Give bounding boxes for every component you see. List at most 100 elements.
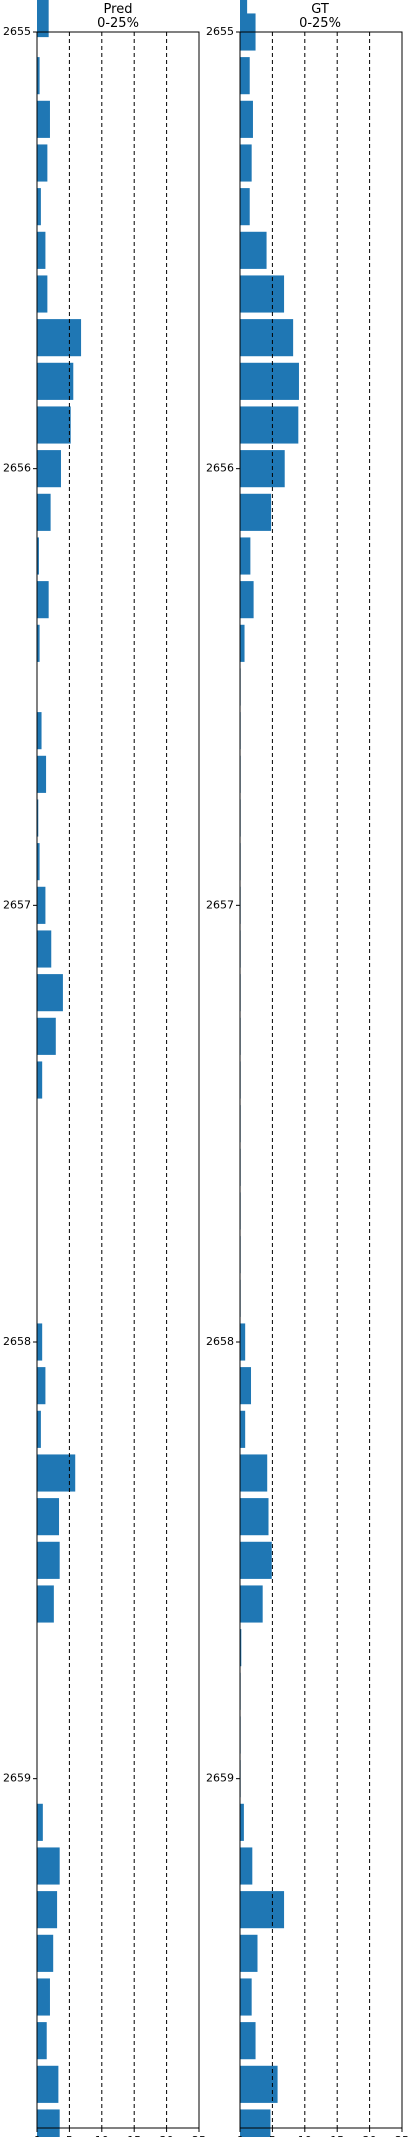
gt-xtick-label: 0 bbox=[237, 2134, 244, 2137]
gt-bar bbox=[240, 493, 272, 531]
gt-bar bbox=[240, 0, 248, 38]
pred-bar bbox=[37, 57, 40, 95]
gt-bar bbox=[240, 1629, 242, 1667]
gt-bar bbox=[240, 1803, 244, 1841]
gt-bar bbox=[240, 1454, 268, 1492]
pred-bar bbox=[37, 1061, 43, 1099]
gt-bar bbox=[240, 1541, 272, 1579]
gt-ytick-label: 2655 bbox=[206, 25, 234, 38]
pred-bar bbox=[37, 843, 40, 881]
pred-ytick-label: 2659 bbox=[3, 1772, 31, 1785]
gt-bar bbox=[240, 1847, 253, 1885]
pred-bar bbox=[37, 231, 46, 269]
gt-bar bbox=[240, 100, 253, 138]
pred-bar bbox=[37, 2065, 59, 2103]
pred-bar bbox=[37, 537, 39, 575]
gt-bar bbox=[240, 1323, 246, 1361]
pred-bar bbox=[37, 0, 49, 38]
gt-bar bbox=[240, 2022, 256, 2060]
gt-bar bbox=[240, 406, 299, 444]
gt-bar bbox=[240, 1585, 263, 1623]
pred-bar bbox=[37, 1017, 56, 1055]
gt-bar bbox=[240, 188, 250, 226]
pred-ytick-label: 2658 bbox=[3, 1335, 31, 1348]
gt-xtick-label: 25 bbox=[395, 2134, 409, 2137]
pred-bar bbox=[37, 1454, 76, 1492]
gt-bar bbox=[240, 1367, 252, 1405]
pred-panel: Pred 0-25% 0 5 10 15 20 25 2655 2656 2657 2658 265… bbox=[3, 0, 206, 2137]
gt-bar bbox=[240, 57, 250, 95]
pred-bar bbox=[37, 1498, 60, 1536]
gt-bar bbox=[240, 624, 245, 662]
pred-bar bbox=[37, 581, 49, 619]
pred-bar bbox=[37, 930, 52, 968]
pred-bar bbox=[37, 799, 39, 837]
gt-bar bbox=[240, 1891, 285, 1929]
pred-xtick-label: 15 bbox=[127, 2134, 141, 2137]
pred-bar bbox=[37, 755, 47, 793]
pred-bar bbox=[37, 1978, 50, 2016]
gt-bar bbox=[240, 319, 294, 357]
pred-bar bbox=[37, 712, 42, 750]
pred-bar bbox=[37, 1847, 60, 1885]
pred-ytick-label: 2657 bbox=[3, 898, 31, 911]
gt-xtick-label: 15 bbox=[330, 2134, 344, 2137]
pred-bar bbox=[37, 1585, 54, 1623]
gt-bar bbox=[240, 581, 254, 619]
pred-bar bbox=[37, 1891, 58, 1929]
pred-title: Pred bbox=[104, 2, 133, 17]
gt-bar bbox=[240, 231, 267, 269]
gt-ytick-label: 2657 bbox=[206, 898, 234, 911]
gt-subtitle: 0-25% bbox=[299, 16, 341, 31]
gt-ytick-label: 2656 bbox=[206, 462, 234, 475]
gt-bar bbox=[240, 1410, 246, 1448]
gt-bar bbox=[240, 1934, 258, 1972]
pred-ytick-label: 2655 bbox=[3, 25, 31, 38]
pred-bar bbox=[37, 144, 48, 182]
pred-xtick-label: 5 bbox=[66, 2134, 73, 2137]
gt-panel: GT 0-25% 0 5 10 15 20 25 2655 2656 2657 2658 2659 bbox=[206, 0, 409, 2137]
pred-bar bbox=[37, 450, 61, 488]
gt-bar bbox=[240, 362, 299, 400]
gt-bar bbox=[240, 450, 285, 488]
pred-bar bbox=[37, 1410, 41, 1448]
pred-bar bbox=[37, 2109, 60, 2137]
pred-bar bbox=[37, 624, 40, 662]
pred-axes-frame bbox=[36, 31, 200, 2129]
gt-bar bbox=[240, 537, 251, 575]
gt-bar bbox=[240, 275, 285, 313]
gt-bar bbox=[240, 1498, 269, 1536]
pred-bar bbox=[37, 100, 50, 138]
pred-bar bbox=[37, 886, 46, 924]
pred-xtick-label: 0 bbox=[34, 2134, 41, 2137]
pred-bar bbox=[37, 974, 63, 1012]
gt-bar bbox=[240, 2065, 278, 2103]
gt-bar bbox=[240, 1978, 252, 2016]
gt-bar bbox=[240, 144, 252, 182]
pred-bar bbox=[37, 2022, 47, 2060]
pred-xtick-label: 20 bbox=[160, 2134, 174, 2137]
pred-bar bbox=[37, 1367, 46, 1405]
gt-bar bbox=[240, 2109, 271, 2137]
pred-bar bbox=[37, 1541, 60, 1579]
pred-subtitle: 0-25% bbox=[97, 16, 139, 31]
gt-ytick-label: 2659 bbox=[206, 1772, 234, 1785]
gt-xtick-label: 10 bbox=[298, 2134, 312, 2137]
gt-axes-frame bbox=[239, 31, 403, 2129]
gt-xtick-label: 20 bbox=[363, 2134, 377, 2137]
pred-xtick-label: 10 bbox=[95, 2134, 109, 2137]
pred-bar bbox=[37, 1323, 43, 1361]
gt-xtick-label: 5 bbox=[269, 2134, 276, 2137]
pred-bar bbox=[37, 188, 41, 226]
pred-bar bbox=[37, 1934, 54, 1972]
pred-bar bbox=[37, 362, 74, 400]
pred-bar bbox=[37, 493, 51, 531]
pred-bar bbox=[37, 275, 48, 313]
pred-bar bbox=[37, 1803, 43, 1841]
pred-bar bbox=[37, 319, 82, 357]
gt-ytick-label: 2658 bbox=[206, 1335, 234, 1348]
pred-xtick-label: 25 bbox=[192, 2134, 206, 2137]
gt-title: GT bbox=[311, 2, 329, 17]
pred-bar bbox=[37, 406, 71, 444]
